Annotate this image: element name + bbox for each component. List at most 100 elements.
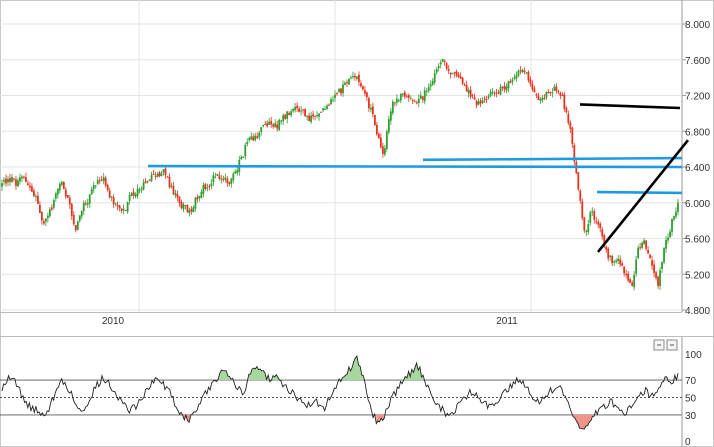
- candle-body: [609, 255, 612, 257]
- candle-body: [126, 202, 129, 212]
- candle-body: [110, 196, 113, 198]
- candle-body: [627, 273, 630, 281]
- candle-body: [166, 176, 169, 178]
- candle-body: [531, 84, 534, 90]
- candle-body: [431, 81, 434, 85]
- candle-body: [33, 190, 35, 197]
- candle-body: [292, 109, 295, 112]
- candle-body: [136, 188, 139, 196]
- candle-body: [256, 136, 259, 138]
- candle-body: [42, 221, 45, 224]
- candle-body: [92, 185, 95, 190]
- candle-body: [74, 224, 77, 231]
- support-line[interactable]: [422, 156, 683, 162]
- candle-body: [583, 217, 586, 231]
- candle-body: [479, 100, 482, 104]
- trend-line[interactable]: [579, 103, 681, 110]
- candle-body: [437, 66, 440, 69]
- candle-body: [344, 82, 346, 85]
- candle-body: [491, 92, 494, 94]
- candle-body: [142, 182, 145, 190]
- candle-body: [581, 201, 584, 218]
- candle-body: [383, 148, 386, 155]
- candle-body: [651, 260, 653, 266]
- candle-body: [23, 176, 25, 178]
- candle-body: [192, 207, 195, 213]
- candle-body: [56, 188, 59, 195]
- candle-body: [643, 240, 646, 244]
- y-tick-label: 6.800: [685, 127, 710, 138]
- trend-line[interactable]: [596, 139, 690, 253]
- candle-body: [276, 124, 279, 129]
- candle-body: [615, 260, 618, 263]
- candle-body: [3, 179, 5, 182]
- candle-body: [184, 205, 187, 207]
- candle-body: [415, 102, 418, 104]
- y-tick-label: 6.400: [685, 163, 710, 174]
- candle-body: [397, 100, 400, 102]
- candle-body: [336, 93, 338, 95]
- candle-body: [86, 202, 89, 205]
- candle-body: [549, 91, 552, 93]
- candle-body: [138, 189, 141, 191]
- candle-body: [160, 173, 163, 177]
- candle-body: [164, 168, 167, 176]
- candle-body: [11, 176, 13, 183]
- candle-body: [282, 115, 285, 122]
- candle-body: [62, 182, 65, 189]
- candle-body: [82, 202, 85, 212]
- candle-body: [104, 177, 107, 186]
- candle-body: [236, 170, 239, 173]
- candle-body: [52, 200, 55, 208]
- candle-body: [619, 259, 622, 265]
- candle-body: [332, 99, 334, 101]
- candle-body: [401, 93, 404, 95]
- candle-body: [625, 273, 628, 275]
- oscillator-line: [1, 355, 679, 430]
- candle-body: [278, 119, 281, 131]
- candle-body: [162, 169, 165, 173]
- support-line[interactable]: [596, 190, 683, 195]
- candle-body: [671, 218, 673, 232]
- candle-body: [64, 189, 67, 197]
- y-tick-label: 7.200: [685, 92, 710, 103]
- candle-body: [527, 71, 530, 81]
- candle-body: [330, 99, 332, 105]
- candle-body: [665, 240, 667, 249]
- candle-body: [46, 215, 49, 219]
- candle-body: [324, 108, 326, 110]
- candle-body: [631, 282, 634, 286]
- candle-body: [228, 182, 231, 185]
- oversold-fill: [573, 414, 595, 430]
- candle-body: [34, 196, 37, 198]
- candle-body: [441, 59, 444, 62]
- candle-body: [170, 185, 173, 187]
- candle-body: [202, 185, 205, 194]
- candle-body: [36, 195, 39, 204]
- candle-body: [40, 212, 43, 221]
- candle-body: [611, 256, 614, 264]
- candle-body: [623, 266, 626, 274]
- candle-body: [507, 81, 510, 89]
- candle-body: [88, 194, 91, 204]
- candle-body: [585, 230, 588, 232]
- candle-body: [673, 215, 675, 220]
- candle-body: [310, 115, 312, 123]
- candle-body: [515, 75, 518, 79]
- candle-body: [553, 86, 556, 91]
- candle-body: [90, 189, 93, 195]
- candle-body: [346, 82, 348, 84]
- candle-body: [304, 108, 307, 117]
- candle-body: [338, 89, 340, 93]
- candle-body: [535, 93, 538, 96]
- support-line[interactable]: [147, 164, 683, 169]
- candle-body: [360, 83, 362, 87]
- candle-body: [154, 175, 157, 177]
- candle-body: [342, 84, 344, 94]
- candle-body: [543, 97, 546, 100]
- oscillator-tick-label: 0: [685, 437, 691, 447]
- candle-body: [248, 137, 251, 141]
- candle-body: [505, 86, 508, 91]
- candle-body: [306, 116, 308, 118]
